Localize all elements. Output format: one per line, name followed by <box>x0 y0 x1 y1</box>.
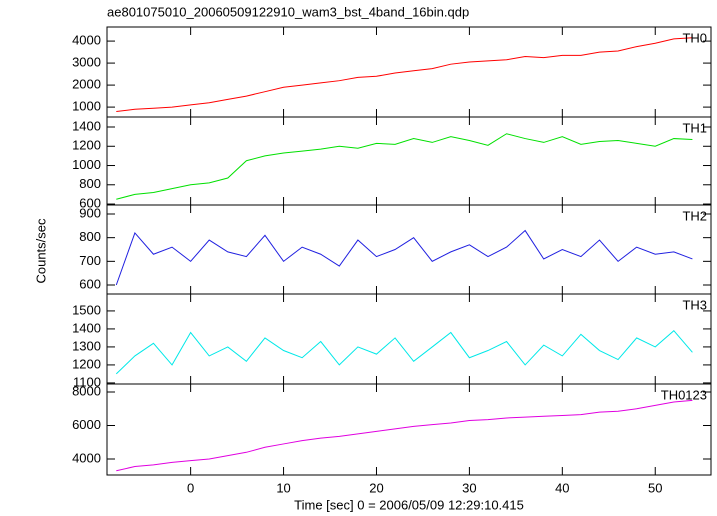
y-tick-label: 4000 <box>72 450 101 465</box>
y-tick-label: 2000 <box>72 77 101 92</box>
y-tick-label: 3000 <box>72 55 101 70</box>
y-tick-label: 600 <box>79 276 101 291</box>
y-tick-label: 800 <box>79 229 101 244</box>
panel-label: TH0 <box>682 30 707 45</box>
panel-label: TH1 <box>682 120 707 135</box>
y-tick-label: 1000 <box>72 157 101 172</box>
y-tick-label: 1300 <box>72 338 101 353</box>
y-tick-label: 800 <box>79 176 101 191</box>
x-tick-label: 0 <box>187 480 194 495</box>
data-line <box>116 399 693 472</box>
x-tick-label: 40 <box>555 480 569 495</box>
panel-frame <box>106 293 712 385</box>
y-tick-label: 700 <box>79 253 101 268</box>
y-tick-label: 1000 <box>72 99 101 114</box>
y-tick-label: 600 <box>79 195 101 210</box>
x-axis-label: Time [sec] 0 = 2006/05/09 12:29:10.415 <box>294 497 524 512</box>
data-line <box>115 330 693 375</box>
panel-label: TH0123 <box>661 387 707 402</box>
x-tick-label: 50 <box>648 480 662 495</box>
panel-label: TH3 <box>682 297 707 312</box>
data-line <box>116 133 693 200</box>
panel-frame <box>106 204 712 295</box>
data-line <box>115 229 693 286</box>
panel-frame <box>106 116 712 206</box>
data-line <box>116 37 693 112</box>
y-tick-label: 1100 <box>73 374 101 389</box>
y-tick-label: 8000 <box>72 383 101 398</box>
y-tick-label: 1400 <box>72 118 101 133</box>
panel-label: TH2 <box>682 208 707 223</box>
x-tick-label: 10 <box>276 480 290 495</box>
y-tick-label: 6000 <box>72 417 101 432</box>
y-tick-label: 1400 <box>72 320 101 335</box>
x-tick-label: 20 <box>369 480 383 495</box>
y-tick-label: 1500 <box>72 302 101 317</box>
chart-title: ae801075010_20060509122910_wam3_bst_4ban… <box>107 4 469 19</box>
panel-frame <box>106 383 712 476</box>
y-tick-label: 900 <box>79 205 101 220</box>
y-tick-label: 1200 <box>72 138 101 153</box>
x-tick-label: 30 <box>462 480 476 495</box>
y-tick-label: 4000 <box>72 33 101 48</box>
y-axis-label: Counts/sec <box>33 218 48 284</box>
y-tick-label: 1200 <box>72 356 101 371</box>
panel-frame <box>106 26 712 118</box>
